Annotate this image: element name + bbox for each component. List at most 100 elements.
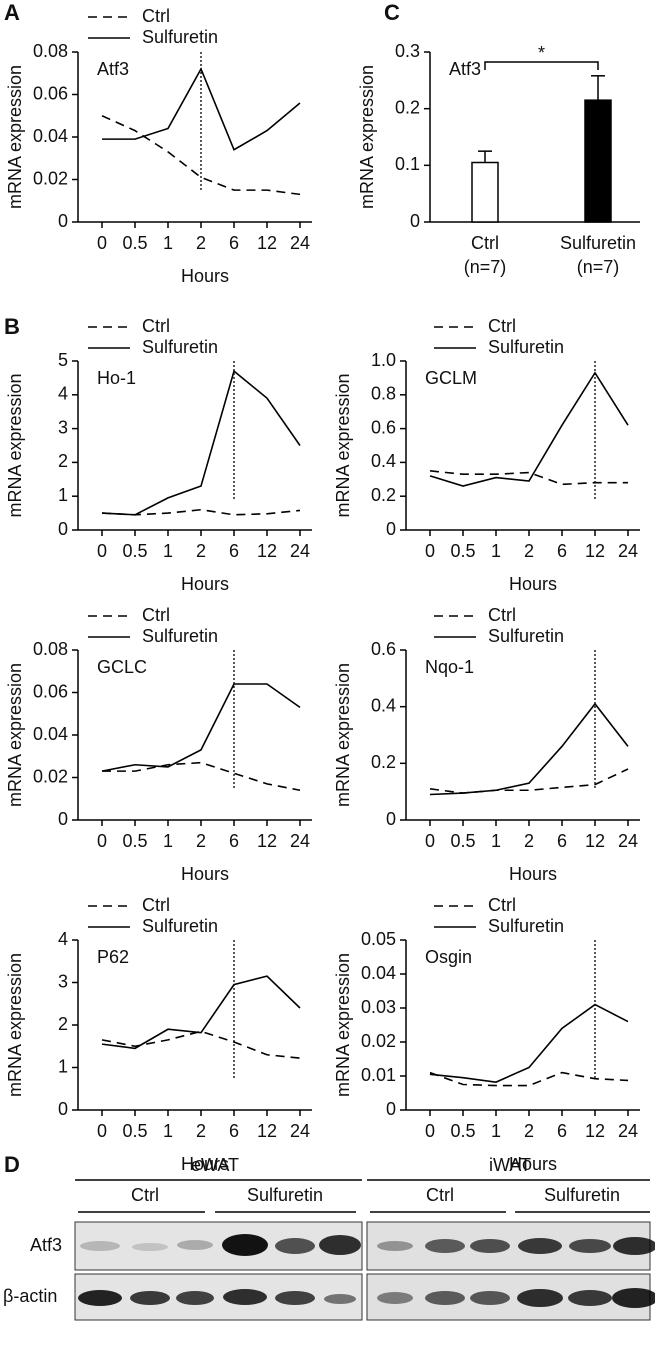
x-axis-label: Hours xyxy=(509,1154,557,1174)
band xyxy=(470,1239,510,1253)
row-label: β-actin xyxy=(3,1286,57,1306)
y-tick-label: 0.03 xyxy=(361,997,396,1017)
band xyxy=(569,1239,611,1253)
y-tick-label: 0.2 xyxy=(371,752,396,772)
y-axis-label: mRNA expression xyxy=(333,953,353,1097)
x-axis-label: Hours xyxy=(181,1154,229,1174)
x-tick-label: 12 xyxy=(257,831,277,851)
x-tick-label: 2 xyxy=(196,541,206,561)
x-tick-label: 1 xyxy=(163,1121,173,1141)
x-axis-label: Hours xyxy=(181,266,229,286)
series-line xyxy=(102,761,301,792)
y-tick-label: 0.04 xyxy=(33,126,68,146)
x-tick-label: 1 xyxy=(491,1121,501,1141)
y-tick-label: 0 xyxy=(58,211,68,231)
x-tick-label: 2 xyxy=(196,831,206,851)
condition-label: Sulfuretin xyxy=(247,1185,323,1205)
significance-label: * xyxy=(538,43,545,63)
x-tick-label: 2 xyxy=(196,233,206,253)
y-tick-label: 0 xyxy=(58,519,68,539)
x-tick-label: 12 xyxy=(257,233,277,253)
band xyxy=(223,1289,267,1305)
y-tick-label: 0 xyxy=(386,809,396,829)
legend-label: Sulfuretin xyxy=(142,626,218,646)
inner-label: Osgin xyxy=(425,947,472,967)
legend-label: Ctrl xyxy=(142,6,170,26)
y-tick-label: 1.0 xyxy=(371,350,396,370)
y-tick-label: 0 xyxy=(58,809,68,829)
y-tick-label: 0.1 xyxy=(395,154,420,174)
y-axis-label: mRNA expression xyxy=(5,663,25,807)
series-line xyxy=(101,975,301,1050)
legend-label: Sulfuretin xyxy=(142,916,218,936)
y-tick-label: 0 xyxy=(58,1099,68,1119)
series-line xyxy=(101,1030,301,1059)
y-axis-label: mRNA expression xyxy=(357,65,377,209)
band xyxy=(177,1240,213,1250)
y-tick-label: 0.06 xyxy=(33,83,68,103)
band xyxy=(568,1290,612,1306)
x-tick-label: 24 xyxy=(618,1121,638,1141)
y-tick-label: 0.04 xyxy=(33,724,68,744)
condition-label: Ctrl xyxy=(131,1185,159,1205)
band xyxy=(470,1291,510,1305)
y-axis-label: mRNA expression xyxy=(333,663,353,807)
y-tick-label: 0.04 xyxy=(361,963,396,983)
x-tick-label: 0 xyxy=(97,1121,107,1141)
y-tick-label: 5 xyxy=(58,350,68,370)
band xyxy=(517,1289,563,1307)
y-tick-label: 1 xyxy=(58,1056,68,1076)
panel-letter: B xyxy=(4,314,20,339)
x-tick-label: 0.5 xyxy=(450,1121,475,1141)
y-tick-label: 0 xyxy=(386,1099,396,1119)
x-tick-label: 6 xyxy=(557,541,567,561)
x-tick-label: 0 xyxy=(97,831,107,851)
x-tick-label: 0 xyxy=(425,1121,435,1141)
y-tick-label: 0.2 xyxy=(371,485,396,505)
x-axis-label: Hours xyxy=(181,574,229,594)
condition-label: Sulfuretin xyxy=(544,1185,620,1205)
legend-label: Sulfuretin xyxy=(142,337,218,357)
inner-label: Atf3 xyxy=(97,59,129,79)
y-tick-label: 0.6 xyxy=(371,417,396,437)
series-line xyxy=(429,768,629,794)
x-tick-label: 1 xyxy=(163,831,173,851)
y-tick-label: 4 xyxy=(58,929,68,949)
band xyxy=(425,1291,465,1305)
series-line xyxy=(101,369,301,516)
legend-label: Ctrl xyxy=(142,895,170,915)
x-tick-label: 6 xyxy=(229,541,239,561)
y-tick-label: 0.4 xyxy=(371,451,396,471)
x-tick-label: 24 xyxy=(290,1121,310,1141)
y-tick-label: 0.4 xyxy=(371,695,396,715)
inner-label: GCLC xyxy=(97,657,147,677)
band xyxy=(377,1241,413,1251)
x-tick-label: 12 xyxy=(585,541,605,561)
y-axis-label: mRNA expression xyxy=(5,953,25,1097)
x-axis-label: Hours xyxy=(181,864,229,884)
series-line xyxy=(429,371,629,487)
band xyxy=(324,1294,356,1304)
bar xyxy=(584,99,612,223)
western-blot: D eWAT iWAT Ctrl Sulfuretin Ctrl Sulfure… xyxy=(3,1152,655,1321)
band xyxy=(275,1238,315,1254)
series-line xyxy=(429,1071,629,1087)
y-tick-label: 0.06 xyxy=(33,681,68,701)
y-tick-label: 0.01 xyxy=(361,1065,396,1085)
x-tick-label: Ctrl xyxy=(471,233,499,253)
y-tick-label: 0 xyxy=(410,211,420,231)
y-tick-label: 1 xyxy=(58,485,68,505)
band xyxy=(612,1288,655,1308)
x-tick-note: (n=7) xyxy=(577,257,620,277)
x-tick-label: 0.5 xyxy=(122,831,147,851)
bar xyxy=(471,161,499,223)
legend-label: Sulfuretin xyxy=(488,337,564,357)
series-line xyxy=(102,67,301,151)
band xyxy=(132,1243,168,1251)
y-tick-label: 2 xyxy=(58,451,68,471)
y-tick-label: 0.02 xyxy=(361,1031,396,1051)
band xyxy=(613,1237,655,1255)
x-tick-label: 24 xyxy=(618,541,638,561)
x-tick-label: 0.5 xyxy=(450,831,475,851)
